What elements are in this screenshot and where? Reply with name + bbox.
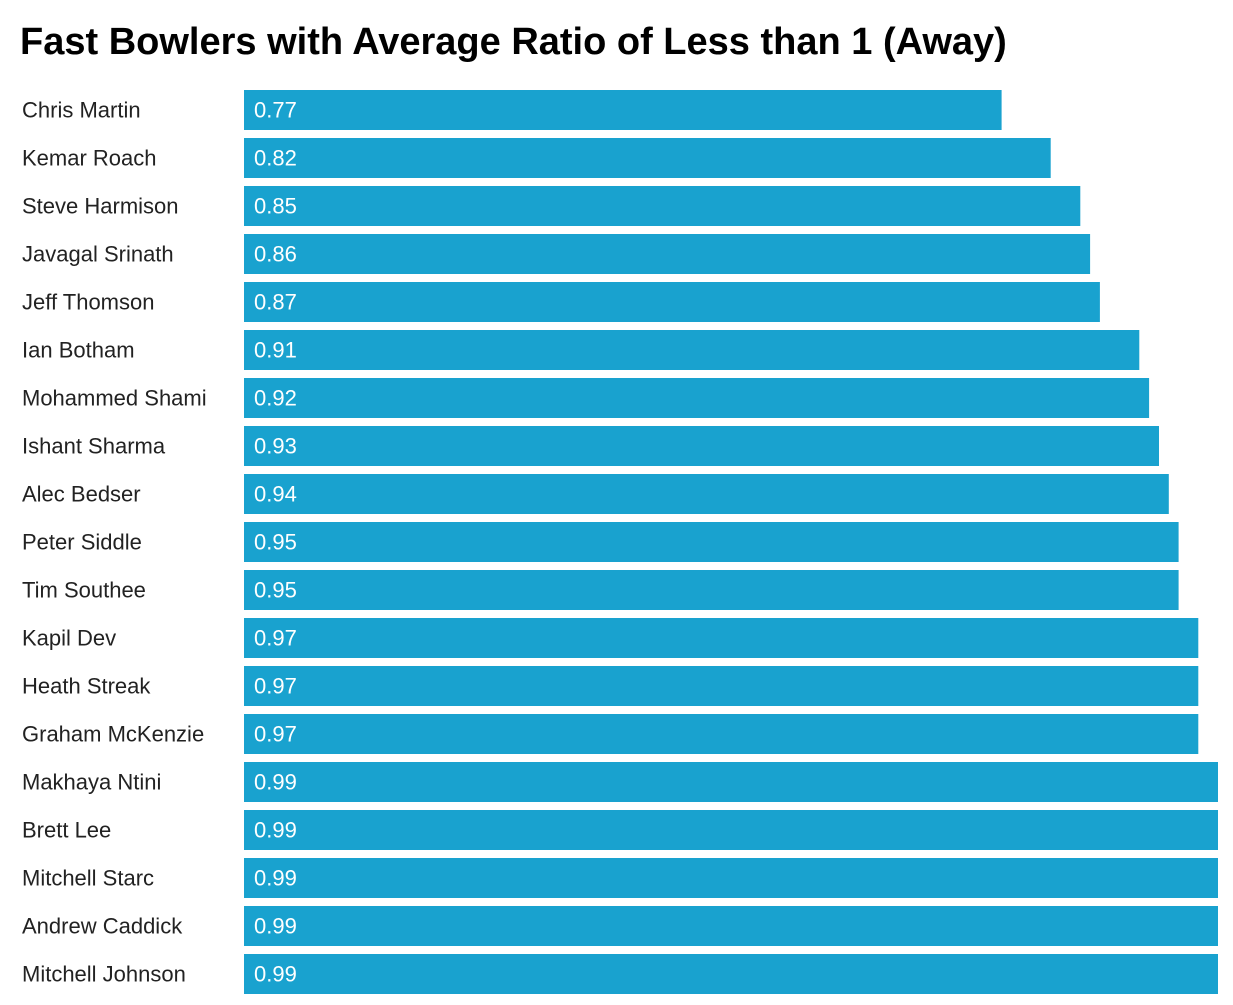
- bar: [244, 858, 1218, 898]
- category-label: Andrew Caddick: [22, 914, 183, 939]
- chart-title: Fast Bowlers with Average Ratio of Less …: [20, 21, 1007, 63]
- value-label: 0.97: [254, 626, 297, 651]
- value-label: 0.99: [254, 770, 297, 795]
- bar: [244, 714, 1199, 754]
- value-label: 0.85: [254, 194, 297, 219]
- bar: [244, 762, 1218, 802]
- value-label: 0.99: [254, 962, 297, 987]
- category-label: Mitchell Starc: [22, 866, 154, 891]
- value-label: 0.95: [254, 578, 297, 603]
- bar: [244, 378, 1150, 418]
- bar: [244, 618, 1199, 658]
- value-label: 0.87: [254, 290, 297, 315]
- category-label: Ian Botham: [22, 338, 135, 363]
- value-label: 0.97: [254, 722, 297, 747]
- category-label: Heath Streak: [22, 674, 151, 699]
- category-label: Ishant Sharma: [22, 434, 166, 459]
- bar: [244, 570, 1179, 610]
- bar: [244, 954, 1218, 994]
- category-label: Peter Siddle: [22, 530, 142, 555]
- bar: [244, 522, 1179, 562]
- category-label: Jeff Thomson: [22, 290, 154, 315]
- value-label: 0.95: [254, 530, 297, 555]
- bar: [244, 282, 1100, 322]
- value-label: 0.94: [254, 482, 297, 507]
- value-label: 0.86: [254, 242, 297, 267]
- bar: [244, 810, 1218, 850]
- category-label: Javagal Srinath: [22, 242, 174, 267]
- bar: [244, 186, 1081, 226]
- value-label: 0.93: [254, 434, 297, 459]
- value-label: 0.97: [254, 674, 297, 699]
- bar: [244, 234, 1091, 274]
- category-label: Kemar Roach: [22, 146, 157, 171]
- category-label: Brett Lee: [22, 818, 111, 843]
- category-label: Graham McKenzie: [22, 722, 204, 747]
- category-label: Kapil Dev: [22, 626, 116, 651]
- category-label: Tim Southee: [22, 578, 146, 603]
- bar: [244, 906, 1218, 946]
- bar: [244, 474, 1169, 514]
- value-label: 0.82: [254, 146, 297, 171]
- bar: [244, 666, 1199, 706]
- value-label: 0.91: [254, 338, 297, 363]
- category-label: Mitchell Johnson: [22, 962, 186, 987]
- category-label: Chris Martin: [22, 98, 141, 123]
- category-label: Makhaya Ntini: [22, 770, 161, 795]
- value-label: 0.99: [254, 914, 297, 939]
- bar: [244, 138, 1051, 178]
- bar: [244, 90, 1002, 130]
- bar: [244, 426, 1159, 466]
- value-label: 0.99: [254, 866, 297, 891]
- bar: [244, 330, 1140, 370]
- value-label: 0.92: [254, 386, 297, 411]
- category-label: Steve Harmison: [22, 194, 179, 219]
- value-label: 0.99: [254, 818, 297, 843]
- category-label: Alec Bedser: [22, 482, 141, 507]
- value-label: 0.77: [254, 98, 297, 123]
- category-label: Mohammed Shami: [22, 386, 207, 411]
